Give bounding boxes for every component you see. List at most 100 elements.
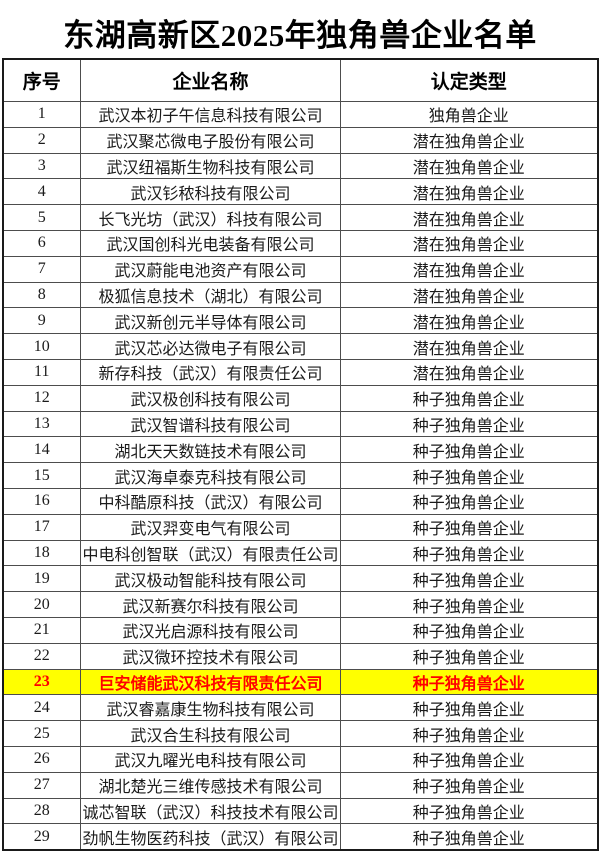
column-header-no: 序号	[2, 58, 81, 102]
company-name-cell: 巨安储能武汉科技有限责任公司	[80, 668, 341, 696]
company-name-cell: 湖北楚光三维传感技术有限公司	[80, 771, 341, 799]
page-title: 东湖高新区2025年独角兽企业名单	[63, 18, 537, 53]
row-number-cell: 25	[2, 720, 81, 747]
row-number-cell: 26	[2, 745, 81, 773]
company-name-cell: 武汉聚芯微电子股份有限公司	[80, 126, 341, 154]
table-row: 11 新存科技（武汉）有限责任公司 潜在独角兽企业	[2, 358, 598, 386]
company-name-cell: 中电科创智联（武汉）有限责任公司	[80, 539, 341, 567]
row-number-cell: 4	[2, 178, 81, 206]
company-name-cell: 中科酷原科技（武汉）有限公司	[80, 487, 341, 515]
row-number-cell: 15	[2, 462, 81, 489]
certification-type-cell: 潜在独角兽企业	[340, 307, 598, 335]
company-name-cell: 武汉新赛尔科技有限公司	[80, 591, 341, 618]
certification-type-cell: 潜在独角兽企业	[340, 358, 598, 386]
table-row: 12 武汉极创科技有限公司 种子独角兽企业	[2, 384, 598, 412]
row-number-cell: 24	[2, 694, 81, 722]
company-name-cell: 武汉羿变电气有限公司	[80, 513, 341, 541]
certification-type-cell: 种子独角兽企业	[340, 616, 598, 644]
table-row: 20 武汉新赛尔科技有限公司 种子独角兽企业	[2, 591, 598, 618]
row-number-cell: 28	[2, 797, 81, 825]
row-number-cell: 17	[2, 513, 81, 541]
row-number-cell: 13	[2, 410, 81, 438]
certification-type-cell: 种子独角兽企业	[340, 771, 598, 799]
row-number-cell: 19	[2, 565, 81, 593]
row-number-cell: 16	[2, 487, 81, 515]
certification-type-cell: 种子独角兽企业	[340, 462, 598, 489]
table-row: 5 长飞光坊（武汉）科技有限公司 潜在独角兽企业	[2, 204, 598, 231]
company-name-cell: 极狐信息技术（湖北）有限公司	[80, 281, 341, 309]
company-name-cell: 武汉纽福斯生物科技有限公司	[80, 152, 341, 180]
table-row: 15 武汉海卓泰克科技有限公司 种子独角兽企业	[2, 462, 598, 489]
company-name-cell: 武汉微环控技术有限公司	[80, 642, 341, 670]
table-row: 4 武汉钐秾科技有限公司 潜在独角兽企业	[2, 178, 598, 206]
table-row: 22 武汉微环控技术有限公司 种子独角兽企业	[2, 642, 598, 670]
table-row: 9 武汉新创元半导体有限公司 潜在独角兽企业	[2, 307, 598, 335]
certification-type-cell: 种子独角兽企业	[340, 720, 598, 747]
table-row: 29 劲帆生物医药科技（武汉）有限公司 种子独角兽企业	[2, 823, 598, 851]
company-name-cell: 劲帆生物医药科技（武汉）有限公司	[80, 823, 341, 851]
certification-type-cell: 种子独角兽企业	[340, 694, 598, 722]
row-number-cell: 2	[2, 126, 81, 154]
table-row: 27 湖北楚光三维传感技术有限公司 种子独角兽企业	[2, 771, 598, 799]
row-number-cell: 10	[2, 333, 81, 360]
certification-type-cell: 潜在独角兽企业	[340, 178, 598, 206]
company-name-cell: 武汉钐秾科技有限公司	[80, 178, 341, 206]
row-number-cell: 27	[2, 771, 81, 799]
company-name-cell: 武汉智谱科技有限公司	[80, 410, 341, 438]
table-row: 24 武汉睿嘉康生物科技有限公司 种子独角兽企业	[2, 694, 598, 722]
row-number-cell: 20	[2, 591, 81, 618]
company-name-cell: 湖北天天数链技术有限公司	[80, 436, 341, 464]
table-row: 1 武汉本初子午信息科技有限公司 独角兽企业	[2, 101, 598, 128]
table-row: 16 中科酷原科技（武汉）有限公司 种子独角兽企业	[2, 487, 598, 515]
certification-type-cell: 潜在独角兽企业	[340, 333, 598, 360]
company-name-cell: 武汉睿嘉康生物科技有限公司	[80, 694, 341, 722]
table-row: 6 武汉国创科光电装备有限公司 潜在独角兽企业	[2, 229, 598, 257]
table-row: 26 武汉九曜光电科技有限公司 种子独角兽企业	[2, 745, 598, 773]
table-row: 10 武汉芯必达微电子有限公司 潜在独角兽企业	[2, 333, 598, 360]
table-row: 19 武汉极动智能科技有限公司 种子独角兽企业	[2, 565, 598, 593]
company-name-cell: 武汉新创元半导体有限公司	[80, 307, 341, 335]
company-name-cell: 新存科技（武汉）有限责任公司	[80, 358, 341, 386]
row-number-cell: 7	[2, 255, 81, 283]
company-name-cell: 武汉国创科光电装备有限公司	[80, 229, 341, 257]
certification-type-cell: 种子独角兽企业	[340, 823, 598, 851]
company-name-cell: 武汉芯必达微电子有限公司	[80, 333, 341, 360]
table-row: 8 极狐信息技术（湖北）有限公司 潜在独角兽企业	[2, 281, 598, 309]
table-row: 18 中电科创智联（武汉）有限责任公司 种子独角兽企业	[2, 539, 598, 567]
company-name-cell: 武汉九曜光电科技有限公司	[80, 745, 341, 773]
table-row: 25 武汉合生科技有限公司 种子独角兽企业	[2, 720, 598, 747]
company-name-cell: 武汉极动智能科技有限公司	[80, 565, 341, 593]
certification-type-cell: 潜在独角兽企业	[340, 281, 598, 309]
certification-type-cell: 种子独角兽企业	[340, 797, 598, 825]
certification-type-cell: 种子独角兽企业	[340, 487, 598, 515]
certification-type-cell: 种子独角兽企业	[340, 642, 598, 670]
row-number-cell: 18	[2, 539, 81, 567]
company-name-cell: 武汉极创科技有限公司	[80, 384, 341, 412]
certification-type-cell: 种子独角兽企业	[340, 539, 598, 567]
certification-type-cell: 种子独角兽企业	[340, 745, 598, 773]
column-header-type: 认定类型	[340, 58, 598, 102]
row-number-cell: 3	[2, 152, 81, 180]
certification-type-cell: 种子独角兽企业	[340, 436, 598, 464]
company-name-cell: 武汉合生科技有限公司	[80, 720, 341, 747]
table-row: 21 武汉光启源科技有限公司 种子独角兽企业	[2, 616, 598, 644]
certification-type-cell: 潜在独角兽企业	[340, 126, 598, 154]
company-name-cell: 长飞光坊（武汉）科技有限公司	[80, 204, 341, 231]
table-row: 13 武汉智谱科技有限公司 种子独角兽企业	[2, 410, 598, 438]
certification-type-cell: 独角兽企业	[340, 101, 598, 128]
row-number-cell: 21	[2, 616, 81, 644]
certification-type-cell: 潜在独角兽企业	[340, 152, 598, 180]
company-name-cell: 武汉光启源科技有限公司	[80, 616, 341, 644]
column-header-name: 企业名称	[80, 58, 341, 102]
company-name-cell: 武汉本初子午信息科技有限公司	[80, 101, 341, 128]
row-number-cell: 12	[2, 384, 81, 412]
row-number-cell: 11	[2, 358, 81, 386]
company-name-cell: 武汉海卓泰克科技有限公司	[80, 462, 341, 489]
row-number-cell: 5	[2, 204, 81, 231]
row-number-cell: 22	[2, 642, 81, 670]
row-number-cell: 9	[2, 307, 81, 335]
company-name-cell: 武汉蔚能电池资产有限公司	[80, 255, 341, 283]
table-row: 28 诚芯智联（武汉）科技技术有限公司 种子独角兽企业	[2, 797, 598, 825]
row-number-cell: 14	[2, 436, 81, 464]
certification-type-cell: 潜在独角兽企业	[340, 204, 598, 231]
